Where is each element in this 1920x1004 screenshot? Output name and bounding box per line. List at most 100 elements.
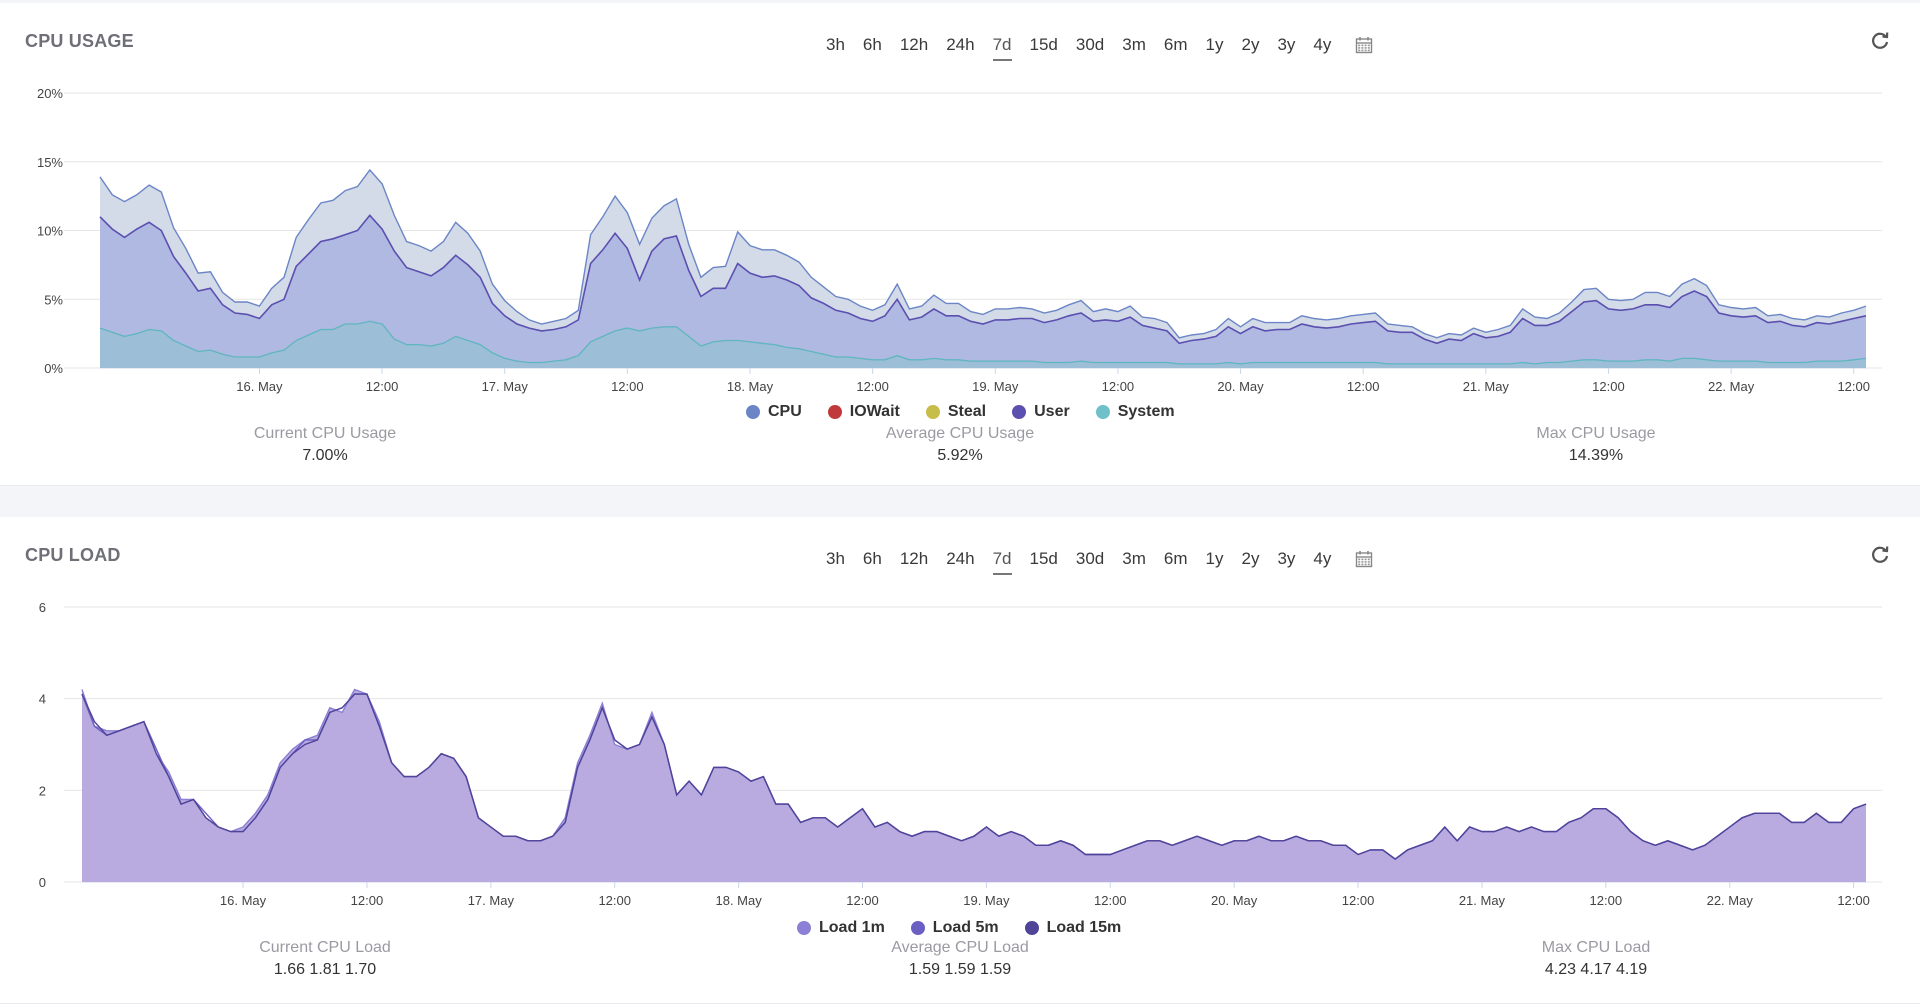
panel-title: CPU LOAD	[25, 545, 121, 565]
legend-label: User	[1034, 403, 1070, 420]
stat-value: 14.39%	[1568, 447, 1624, 464]
range-button-7d[interactable]: 7d	[992, 29, 1012, 61]
x-tick-label: 18. May	[727, 379, 774, 394]
x-tick-label: 22. May	[1707, 893, 1754, 908]
chart-legend: Load 1m Load 5m Load 15m	[797, 919, 1121, 937]
range-button-12h[interactable]: 12h	[899, 35, 929, 54]
stat-label: Current CPU Usage	[253, 425, 397, 442]
stat-label: Max CPU Usage	[1536, 425, 1656, 442]
x-tick-label: 12:00	[1592, 379, 1625, 394]
range-button-6m[interactable]: 6m	[1163, 549, 1188, 568]
stat-average: Average CPU Usage 5.92%	[810, 425, 1110, 465]
legend-label: Steal	[947, 403, 987, 420]
range-button-4y[interactable]: 4y	[1313, 35, 1332, 54]
range-button-6h[interactable]: 6h	[862, 35, 882, 54]
x-tick-label: 21. May	[1463, 379, 1510, 394]
x-tick-label: 16. May	[220, 893, 267, 908]
range-button-2y[interactable]: 2y	[1241, 35, 1260, 54]
series-line	[81, 693, 1867, 860]
x-tick-label: 19. May	[972, 379, 1019, 394]
range-button-15d[interactable]: 15d	[1029, 549, 1058, 568]
series-area	[100, 321, 1866, 368]
x-tick-label: 12:00	[598, 893, 631, 908]
range-button-6m[interactable]: 6m	[1163, 35, 1188, 54]
y-tick-label: 4	[39, 692, 46, 707]
legend-dot-icon	[925, 405, 940, 419]
legend-label: Load 15m	[1046, 919, 1122, 936]
y-tick-label: 0	[39, 875, 46, 890]
legend-item-cpu[interactable]: CPU	[746, 403, 802, 421]
legend-dot-icon	[746, 405, 760, 419]
range-button-7d[interactable]: 7d	[992, 543, 1012, 575]
refresh-icon[interactable]	[1870, 31, 1890, 51]
stat-label: Average CPU Usage	[885, 425, 1035, 442]
range-button-24h[interactable]: 24h	[946, 35, 975, 54]
range-button-30d[interactable]: 30d	[1075, 35, 1105, 54]
x-tick-label: 12:00	[351, 893, 384, 908]
x-tick-label: 12:00	[1837, 379, 1870, 394]
x-tick-label: 18. May	[715, 893, 762, 908]
x-tick-label: 12:00	[1590, 893, 1623, 908]
legend-item-load-15m[interactable]: Load 15m	[1024, 919, 1122, 937]
range-button-2y[interactable]: 2y	[1241, 549, 1260, 568]
legend-item-system[interactable]: System	[1095, 403, 1175, 421]
range-button-15d[interactable]: 15d	[1029, 35, 1058, 54]
series-system	[99, 320, 1867, 368]
x-tick-label: 12:00	[1837, 893, 1870, 908]
legend-label: CPU	[768, 403, 802, 420]
calendar-icon[interactable]	[1355, 550, 1373, 568]
range-button-3m[interactable]: 3m	[1122, 35, 1146, 54]
stat-max: Max CPU Usage 14.39%	[1446, 425, 1746, 465]
legend-label: Load 1m	[819, 919, 885, 936]
range-button-24h[interactable]: 24h	[946, 549, 975, 568]
y-tick-label: 0%	[44, 361, 63, 376]
refresh-icon[interactable]	[1870, 545, 1890, 565]
range-button-1y[interactable]: 1y	[1205, 35, 1224, 54]
stat-label: Max CPU Load	[1541, 939, 1651, 956]
range-button-3m[interactable]: 3m	[1122, 549, 1146, 568]
x-tick-label: 17. May	[482, 379, 529, 394]
x-tick-label: 12:00	[1342, 893, 1375, 908]
calendar-icon[interactable]	[1355, 36, 1373, 54]
legend-item-user[interactable]: User	[1012, 403, 1070, 421]
range-button-3h[interactable]: 3h	[826, 549, 845, 568]
x-tick-label: 12:00	[1102, 379, 1135, 394]
range-button-4y[interactable]: 4y	[1313, 549, 1332, 568]
stat-max: Max CPU Load 4.23 4.17 4.19	[1446, 939, 1746, 979]
y-tick-label: 2	[39, 783, 46, 798]
stat-current: Current CPU Load 1.66 1.81 1.70	[175, 939, 475, 979]
legend-label: IOWait	[849, 403, 900, 420]
range-button-3h[interactable]: 3h	[826, 35, 845, 54]
range-button-30d[interactable]: 30d	[1075, 549, 1105, 568]
series-line	[99, 214, 1867, 345]
time-range-selector: 3h 6h 12h 24h 7d 15d 30d 3m 6m 1y 2y 3y 4y	[826, 27, 1373, 63]
legend-dot-icon	[797, 921, 811, 935]
legend-label: Load 5m	[932, 919, 999, 936]
legend-dot-icon	[1095, 405, 1110, 419]
x-tick-label: 12:00	[846, 893, 879, 908]
stat-value: 1.66 1.81 1.70	[273, 961, 377, 978]
legend-item-load-5m[interactable]: Load 5m	[910, 919, 999, 937]
range-button-3y[interactable]: 3y	[1277, 549, 1296, 568]
legend-item-steal[interactable]: Steal	[925, 403, 987, 421]
x-tick-label: 22. May	[1708, 379, 1755, 394]
range-button-1y[interactable]: 1y	[1205, 549, 1224, 568]
series-area	[82, 689, 1866, 882]
stat-average: Average CPU Load 1.59 1.59 1.59	[810, 939, 1110, 979]
stat-label: Current CPU Load	[259, 939, 391, 956]
x-tick-label: 12:00	[1347, 379, 1380, 394]
range-button-12h[interactable]: 12h	[899, 549, 929, 568]
panel-title: CPU USAGE	[25, 31, 134, 51]
legend-item-load-1m[interactable]: Load 1m	[797, 919, 885, 937]
range-button-3y[interactable]: 3y	[1277, 35, 1296, 54]
series-area	[82, 694, 1866, 882]
series-line	[99, 168, 1867, 339]
stat-current: Current CPU Usage 7.00%	[175, 425, 475, 465]
cpu-usage-chart: 0% 5% 10% 15% 20% 16. May 12:00 17. May 12:00 18.…	[37, 86, 1882, 394]
stat-value: 7.00%	[302, 447, 348, 464]
range-button-6h[interactable]: 6h	[862, 549, 882, 568]
y-tick-label: 15%	[37, 155, 63, 170]
cpu-load-panel: CPU LOAD 3h 6h 12h 24h 7d 15d 30d 3m 6m 1y 2y 3y 4y …	[0, 517, 1920, 1004]
x-tick-label: 19. May	[963, 893, 1010, 908]
legend-item-iowait[interactable]: IOWait	[827, 403, 900, 421]
